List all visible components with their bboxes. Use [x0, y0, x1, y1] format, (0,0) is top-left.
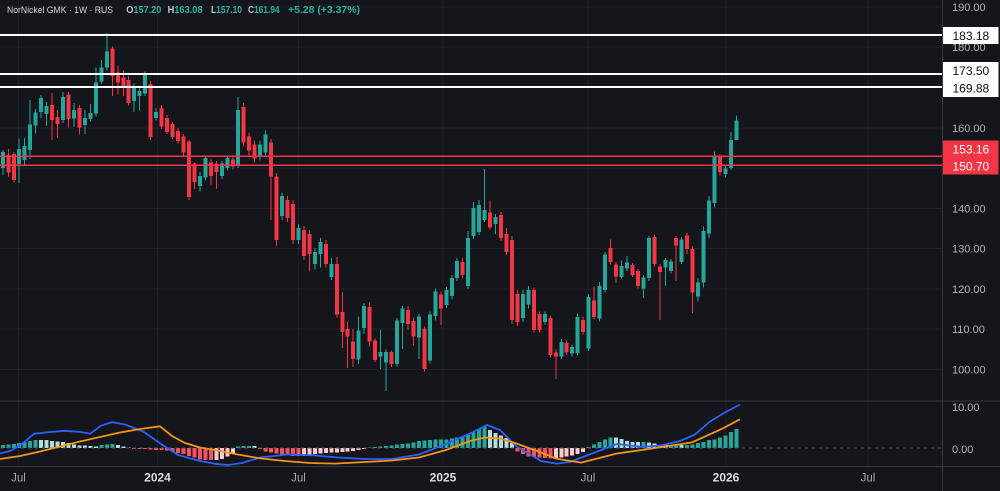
svg-text:2026: 2026 — [713, 471, 740, 485]
svg-text:Jul: Jul — [581, 473, 596, 485]
svg-text:183.18: 183.18 — [953, 29, 990, 43]
svg-text:120.00: 120.00 — [952, 284, 986, 296]
svg-text:150.70: 150.70 — [953, 159, 990, 173]
svg-text:NorNickel GMK · 1W · RUS: NorNickel GMK · 1W · RUS — [7, 5, 113, 16]
svg-text:110.00: 110.00 — [952, 324, 985, 336]
svg-text:0.00: 0.00 — [952, 444, 973, 456]
svg-text:130.00: 130.00 — [952, 244, 986, 256]
svg-text:153.16: 153.16 — [953, 143, 990, 157]
svg-text:Jul: Jul — [861, 473, 876, 485]
svg-text:190.00: 190.00 — [952, 2, 986, 14]
svg-text:100.00: 100.00 — [952, 365, 986, 377]
svg-text:2024: 2024 — [144, 471, 171, 485]
svg-text:160.00: 160.00 — [952, 123, 986, 135]
svg-text:L157.10: L157.10 — [211, 5, 242, 16]
svg-text:2025: 2025 — [430, 471, 457, 485]
svg-text:169.88: 169.88 — [953, 82, 990, 96]
svg-text:Jul: Jul — [291, 473, 306, 485]
svg-text:10.00: 10.00 — [952, 402, 980, 414]
svg-text:C161.94: C161.94 — [248, 5, 280, 16]
svg-text:Jul: Jul — [11, 473, 26, 485]
svg-text:180.00: 180.00 — [952, 42, 986, 54]
svg-text:173.50: 173.50 — [953, 64, 990, 78]
svg-text:O157.20: O157.20 — [126, 5, 162, 16]
svg-text:H163.08: H163.08 — [168, 5, 204, 16]
svg-text:140.00: 140.00 — [952, 203, 986, 215]
svg-text:+5.28 (+3.37%): +5.28 (+3.37%) — [288, 5, 360, 16]
